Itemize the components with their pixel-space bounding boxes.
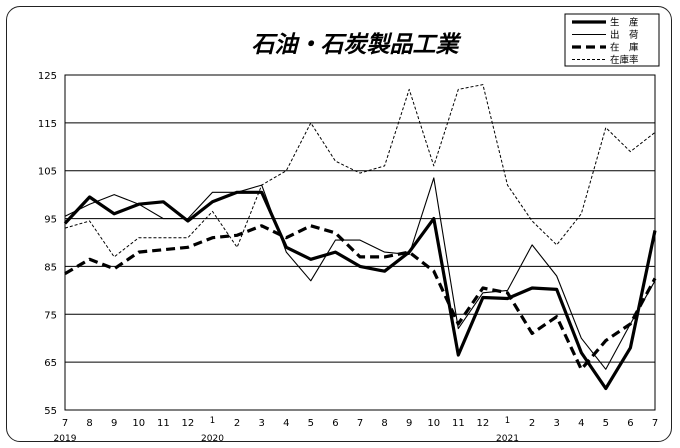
x-tick-label: 3 [258, 418, 264, 429]
x-tick-label: 6 [332, 418, 338, 429]
y-tick-label: 125 [38, 71, 57, 82]
year-label: 2021 [496, 434, 519, 444]
x-tick-label: 4 [578, 418, 584, 429]
y-tick-label: 95 [44, 215, 57, 226]
y-axis: 55 65 75 85 95 105 115 125 [38, 71, 57, 417]
x-tick-label: 8 [86, 418, 92, 429]
x-tick-label: 7 [652, 418, 658, 429]
x-tick-label: 1 [210, 416, 215, 426]
x-axis: 7 8 9 10 11 12 1 2 3 4 5 6 7 8 9 10 11 12 1 2 3 4 5 6 7 [62, 416, 658, 429]
series-line-0 [63, 190, 657, 391]
x-tick-label: 4 [283, 418, 289, 429]
y-tick-label: 85 [44, 262, 57, 273]
legend-label: 生 産 [610, 17, 639, 29]
x-tick-label: 12 [477, 418, 490, 429]
y-tick-label: 75 [44, 310, 57, 321]
chart-title: 石油・石炭製品工業 [252, 32, 462, 58]
x-tick-label: 2 [234, 418, 240, 429]
year-label: 2020 [201, 434, 224, 444]
x-tick-label: 9 [406, 418, 412, 429]
x-tick-label: 7 [357, 418, 363, 429]
series-line-2 [64, 224, 657, 371]
series-line-1 [64, 177, 656, 370]
x-tick-label: 5 [603, 418, 609, 429]
x-tick-label: 11 [157, 418, 170, 429]
x-tick-label: 5 [308, 418, 314, 429]
x-tick-label: 10 [132, 418, 145, 429]
legend-label: 出 荷 [610, 29, 639, 41]
x-tick-label: 7 [62, 418, 68, 429]
y-tick-label: 105 [38, 167, 57, 178]
year-label: 2019 [54, 434, 77, 444]
x-tick-label: 9 [111, 418, 117, 429]
x-tick-label: 1 [505, 416, 510, 426]
x-tick-label: 12 [182, 418, 195, 429]
x-axis-year-labels: 2019 2020 2021 [54, 434, 519, 444]
y-tick-label: 55 [44, 406, 57, 417]
x-tick-label: 3 [553, 418, 559, 429]
legend-label: 在庫率 [610, 54, 639, 66]
plot-area [64, 74, 656, 411]
x-tick-label: 8 [381, 418, 387, 429]
chart-frame [6, 6, 672, 442]
legend-label: 在 庫 [610, 42, 639, 54]
grid-lines [65, 74, 655, 411]
x-tick-label: 2 [529, 418, 535, 429]
series-lines [63, 84, 657, 391]
x-tick-label: 10 [427, 418, 440, 429]
y-tick-label: 65 [44, 358, 57, 369]
y-tick-label: 115 [38, 119, 57, 130]
x-tick-label: 11 [452, 418, 465, 429]
series-line-3 [64, 84, 656, 258]
x-tick-label: 6 [627, 418, 633, 429]
